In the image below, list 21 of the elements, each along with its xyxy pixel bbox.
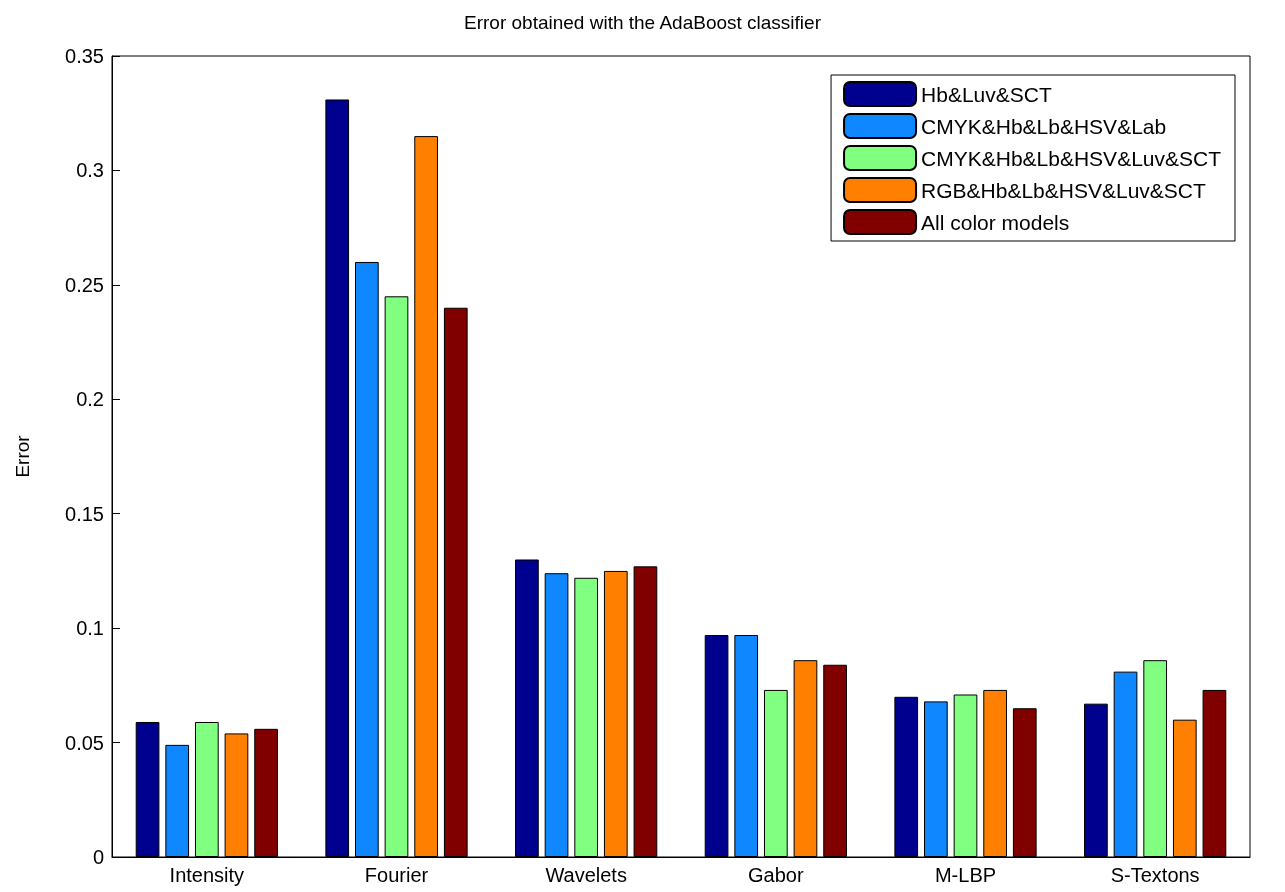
y-tick-label: 0.1 <box>76 617 104 640</box>
x-tick-label: Wavelets <box>545 864 627 886</box>
y-tick-label: 0.15 <box>65 502 104 525</box>
x-tick-label: M-LBP <box>934 864 997 886</box>
y-tick-label: 0.2 <box>76 388 104 411</box>
legend-label: Hb&Luv&SCT <box>921 82 1052 106</box>
y-tick-label: 0.05 <box>65 731 104 754</box>
y-tick-label: 0.3 <box>76 159 104 182</box>
legend-label: CMYK&Hb&Lb&HSV&Lab <box>921 114 1167 138</box>
legend-label: CMYK&Hb&Lb&HSV&Luv&SCT <box>921 146 1222 170</box>
y-tick-label: 0.25 <box>65 273 104 296</box>
chart-title: Error obtained with the AdaBoost classifier <box>464 12 822 33</box>
x-tick-label: Gabor <box>748 864 804 886</box>
x-tick-label: S-Textons <box>1110 864 1200 886</box>
legend-label: RGB&Hb&Lb&HSV&Luv&SCT <box>921 178 1207 202</box>
y-tick-label: 0.35 <box>65 45 104 67</box>
x-tick-label: Fourier <box>364 864 429 886</box>
y-axis-title: Error <box>12 434 33 478</box>
legend-label: All color models <box>921 210 1070 234</box>
y-tick-label: 0 <box>92 846 104 868</box>
x-tick-label: Intensity <box>169 864 245 886</box>
